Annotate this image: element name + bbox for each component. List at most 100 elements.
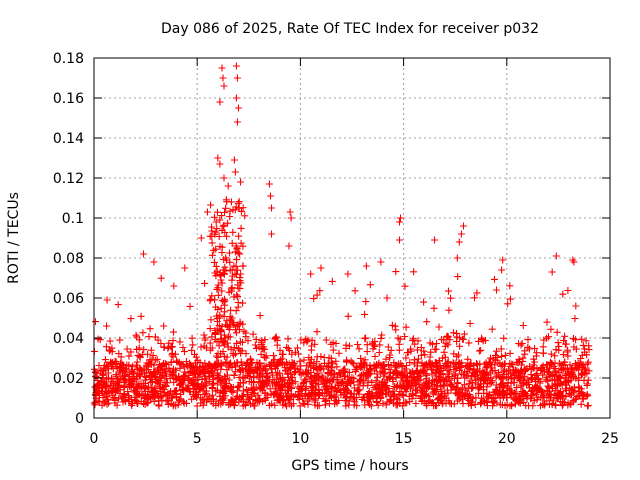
data-point — [121, 383, 129, 390]
data-point — [139, 351, 146, 359]
data-point — [176, 396, 183, 404]
data-point — [412, 400, 420, 407]
data-point — [396, 236, 403, 244]
data-point — [280, 380, 288, 388]
data-point — [217, 326, 225, 334]
data-point — [525, 345, 533, 353]
data-point — [345, 397, 353, 405]
data-point — [164, 344, 172, 352]
data-point — [214, 354, 222, 361]
data-point — [566, 361, 574, 369]
data-point — [212, 218, 220, 226]
data-point — [115, 363, 123, 371]
data-point — [287, 402, 295, 410]
data-point — [230, 293, 238, 301]
data-point — [222, 267, 230, 275]
data-point — [423, 371, 431, 379]
data-point — [517, 381, 525, 389]
data-point — [471, 401, 479, 408]
data-point — [437, 370, 445, 377]
data-point — [249, 330, 257, 338]
data-point — [401, 333, 409, 340]
data-point — [506, 282, 514, 290]
data-point — [145, 371, 153, 379]
x-tick-label: 0 — [90, 431, 99, 447]
data-point — [127, 383, 135, 391]
data-point — [442, 394, 450, 402]
data-point — [237, 178, 244, 186]
data-point — [95, 398, 103, 406]
data-point — [239, 320, 247, 328]
data-point — [354, 387, 362, 395]
data-point — [297, 336, 305, 344]
data-point — [501, 381, 509, 389]
data-point — [220, 352, 228, 360]
y-tick-label: 0.06 — [53, 291, 84, 307]
data-point — [570, 388, 577, 396]
data-point — [133, 389, 141, 397]
data-point — [189, 369, 197, 376]
data-point — [327, 383, 335, 391]
data-point — [417, 392, 425, 400]
data-point — [154, 391, 162, 399]
data-point — [200, 331, 208, 339]
data-point — [519, 322, 527, 329]
data-point — [519, 377, 527, 385]
data-point — [570, 343, 578, 351]
data-point — [456, 363, 464, 371]
data-point — [208, 391, 216, 399]
y-tick-label: 0.12 — [53, 171, 84, 187]
data-point — [496, 401, 504, 409]
data-point — [540, 336, 548, 344]
data-point — [415, 381, 423, 388]
data-point — [313, 328, 321, 336]
data-point — [236, 365, 243, 373]
data-point — [330, 376, 338, 384]
data-point — [500, 393, 507, 401]
data-point — [583, 380, 591, 388]
data-point — [224, 219, 232, 227]
data-point — [235, 104, 242, 112]
data-point — [150, 387, 158, 395]
data-point — [294, 344, 301, 352]
data-point — [268, 230, 275, 238]
data-point — [578, 351, 586, 359]
data-point — [218, 287, 226, 295]
data-point — [154, 336, 162, 344]
data-point — [310, 364, 318, 372]
data-point — [498, 266, 506, 274]
data-point — [115, 378, 123, 386]
data-point — [208, 344, 216, 352]
data-point — [173, 358, 181, 366]
data-point — [332, 357, 340, 365]
data-point — [461, 374, 469, 382]
data-point — [531, 384, 539, 392]
data-point — [480, 386, 487, 394]
data-point — [125, 393, 133, 401]
data-point — [321, 359, 328, 367]
data-point — [425, 377, 433, 385]
data-point — [202, 344, 210, 352]
data-point — [170, 282, 178, 290]
data-point — [446, 363, 454, 371]
data-point — [410, 360, 418, 368]
data-point — [338, 379, 346, 387]
data-point — [506, 349, 514, 357]
data-point — [220, 331, 228, 339]
data-point — [284, 335, 292, 343]
data-point — [450, 329, 457, 337]
data-point — [285, 242, 293, 250]
data-point — [230, 344, 238, 352]
data-point — [221, 334, 229, 342]
data-point — [452, 385, 460, 393]
data-point — [426, 396, 434, 404]
data-point — [295, 396, 303, 404]
data-point — [421, 351, 429, 359]
data-point — [163, 361, 171, 368]
data-point — [224, 182, 232, 190]
data-point — [230, 156, 238, 164]
data-point — [181, 264, 189, 272]
data-point — [317, 353, 325, 360]
data-point — [355, 345, 363, 353]
data-point — [528, 374, 536, 381]
